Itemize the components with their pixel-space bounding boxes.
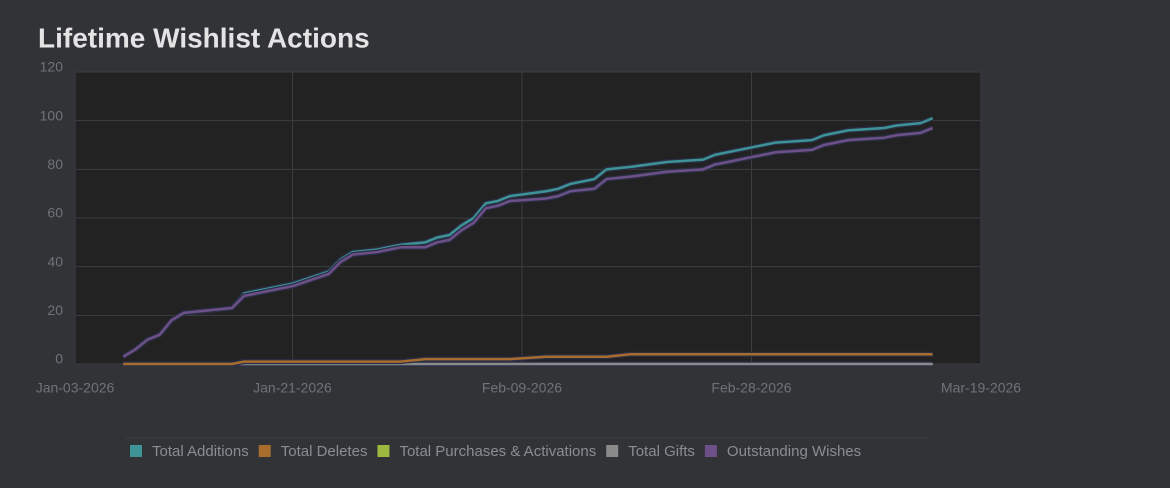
legend-label: Outstanding Wishes	[727, 443, 861, 460]
x-tick-label: Jan-03-2026	[36, 380, 115, 396]
legend-label: Total Deletes	[281, 443, 368, 460]
series-line	[123, 353, 933, 366]
x-tick-label: Mar-19-2026	[941, 380, 1021, 396]
y-tick-label: 80	[47, 156, 63, 172]
y-tick-label: 40	[47, 253, 63, 269]
legend-label: Total Purchases & Activations	[399, 443, 596, 460]
legend-swatch	[377, 445, 390, 457]
x-tick-label: Feb-09-2026	[482, 380, 562, 396]
y-tick-label: 60	[47, 205, 63, 221]
legend-swatch	[704, 445, 717, 457]
legend-swatch	[258, 445, 271, 457]
y-tick-label: 20	[47, 302, 63, 318]
x-tick-label: Feb-28-2026	[711, 380, 791, 396]
legend-swatch	[130, 445, 142, 457]
y-tick-label: 100	[40, 107, 64, 123]
y-tick-label: 120	[40, 59, 64, 75]
chart-title: Lifetime Wishlist Actions	[38, 22, 370, 53]
legend-swatch	[606, 445, 619, 457]
legend-label: Total Gifts	[628, 443, 695, 460]
y-tick-label: 0	[55, 351, 63, 367]
legend-label: Total Additions	[152, 443, 249, 460]
series-line	[122, 126, 934, 358]
x-tick-label: Jan-21-2026	[253, 380, 332, 396]
